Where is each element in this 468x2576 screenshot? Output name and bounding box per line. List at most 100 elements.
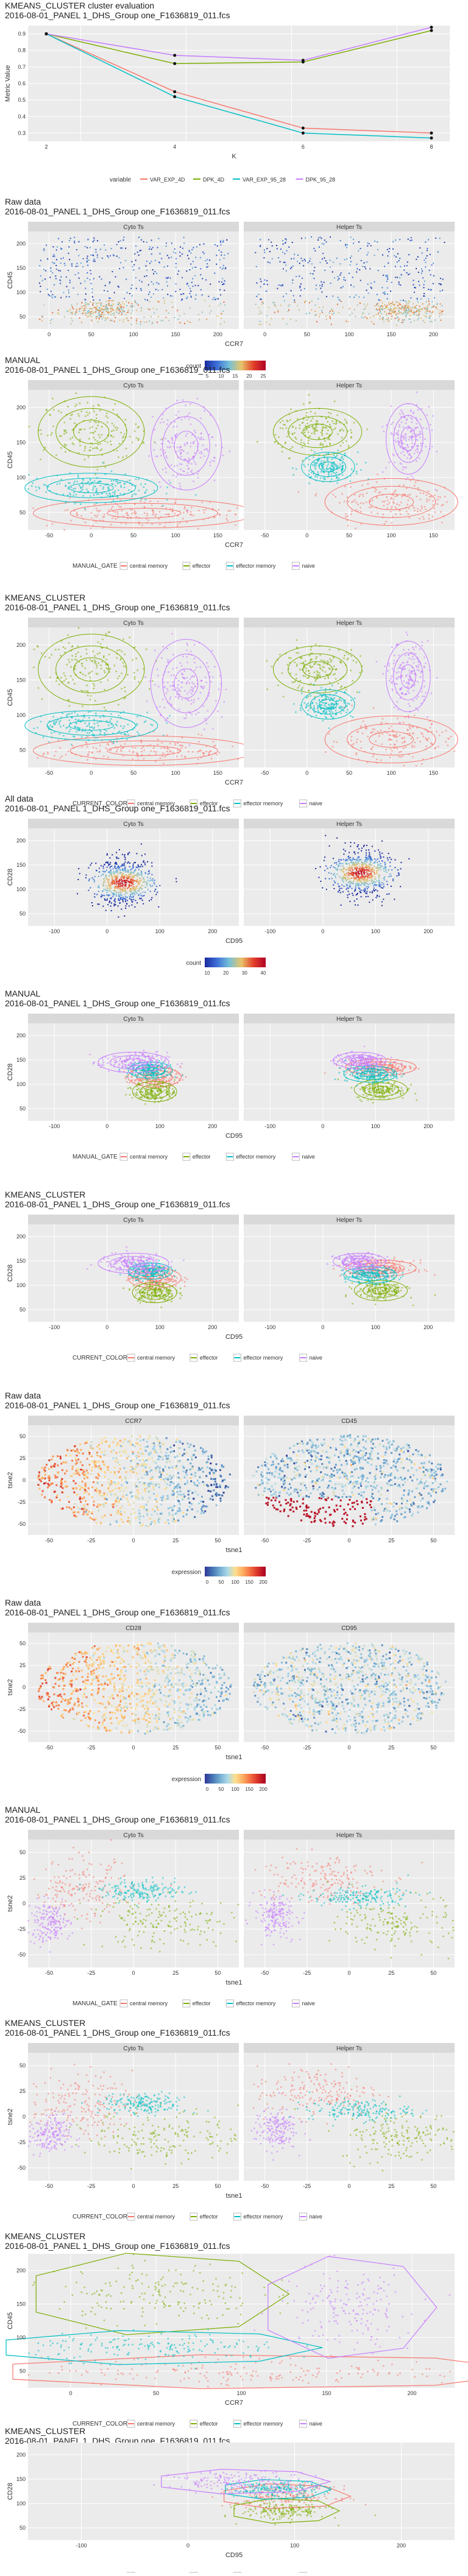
cluster-point: [174, 744, 176, 746]
density-point: [194, 275, 196, 277]
cluster-point: [184, 445, 186, 446]
cluster-point: [172, 475, 174, 476]
cluster-point: [118, 456, 119, 458]
cluster-point: [313, 672, 315, 674]
density-point: [407, 261, 408, 263]
cluster-point: [69, 662, 71, 663]
density-point: [422, 270, 423, 272]
density-point: [362, 313, 363, 314]
cluster-point: [430, 727, 431, 729]
y-tick-label: 200: [16, 642, 26, 648]
density-point: [118, 892, 119, 893]
density-point: [116, 882, 117, 883]
cluster-point: [70, 666, 72, 668]
density-point: [124, 867, 126, 868]
cluster-point: [360, 507, 361, 509]
cluster-point: [88, 672, 90, 674]
cluster-point: [339, 661, 341, 663]
cluster-point: [96, 440, 98, 442]
cluster-point: [211, 758, 213, 760]
density-point: [118, 286, 119, 287]
density-point: [424, 295, 425, 297]
cluster-point: [421, 641, 423, 643]
density-point: [73, 308, 74, 309]
cluster-point: [98, 511, 100, 513]
cluster-point: [421, 644, 423, 646]
cluster-point: [192, 751, 194, 753]
density-point: [140, 288, 141, 289]
cluster-point: [294, 662, 296, 663]
cluster-point: [403, 736, 405, 738]
density-point: [286, 270, 287, 272]
density-point: [109, 283, 110, 284]
cluster-point: [119, 493, 121, 495]
cluster-point: [296, 663, 298, 665]
cluster-point: [94, 660, 96, 662]
density-point: [346, 258, 347, 259]
cluster-point: [171, 464, 172, 466]
cluster-point: [386, 507, 388, 509]
cluster-point: [343, 710, 345, 712]
x-tick-label: 50: [304, 331, 310, 337]
cluster-point: [160, 455, 162, 457]
cluster-point: [82, 484, 84, 486]
density-point: [168, 257, 169, 258]
density-point: [439, 316, 440, 317]
series-point: [173, 62, 176, 65]
density-point: [224, 280, 225, 281]
y-tick-label: 100: [16, 712, 26, 718]
cluster-point: [397, 440, 399, 442]
cluster-point: [325, 702, 327, 704]
cluster-point: [98, 443, 99, 445]
density-point: [105, 249, 106, 250]
cluster-point: [199, 452, 200, 454]
cluster-point: [174, 421, 176, 423]
density-point: [431, 306, 433, 308]
density-point: [197, 285, 199, 286]
density-point: [313, 248, 314, 249]
cluster-point: [344, 485, 346, 487]
density-point: [112, 308, 113, 309]
cluster-point: [229, 510, 231, 512]
density-point: [364, 308, 366, 309]
cluster-point: [411, 456, 413, 457]
density-point: [84, 281, 85, 282]
density-point: [361, 316, 362, 317]
cluster-point: [293, 703, 295, 705]
density-point: [132, 295, 133, 297]
cluster-point: [188, 412, 190, 414]
cluster-point: [91, 733, 93, 735]
cluster-point: [416, 392, 418, 393]
density-point: [116, 887, 117, 889]
cluster-point: [112, 506, 113, 508]
cluster-point: [354, 697, 356, 699]
density-point: [113, 880, 115, 881]
density-point: [297, 305, 298, 306]
cluster-point: [176, 433, 177, 435]
density-point: [183, 293, 184, 294]
density-point: [97, 321, 98, 322]
cluster-point: [113, 425, 115, 426]
density-point: [99, 867, 100, 869]
density-point: [116, 244, 118, 245]
cluster-point: [116, 429, 118, 431]
density-point: [137, 879, 138, 880]
density-point: [105, 317, 106, 319]
cluster-point: [89, 421, 91, 423]
cluster-point: [158, 481, 160, 483]
density-point: [200, 274, 201, 275]
cluster-point: [350, 432, 352, 434]
density-point: [382, 308, 383, 309]
cluster-point: [51, 732, 52, 734]
density-point: [212, 299, 213, 300]
density-point: [384, 311, 385, 312]
cluster-point: [406, 633, 408, 635]
cluster-point: [394, 744, 396, 746]
density-point: [285, 264, 286, 266]
cluster-point: [314, 429, 316, 431]
density-point: [141, 239, 142, 241]
cluster-point: [319, 444, 321, 446]
cluster-point: [155, 442, 157, 444]
density-point: [91, 316, 92, 317]
density-point: [176, 267, 177, 268]
